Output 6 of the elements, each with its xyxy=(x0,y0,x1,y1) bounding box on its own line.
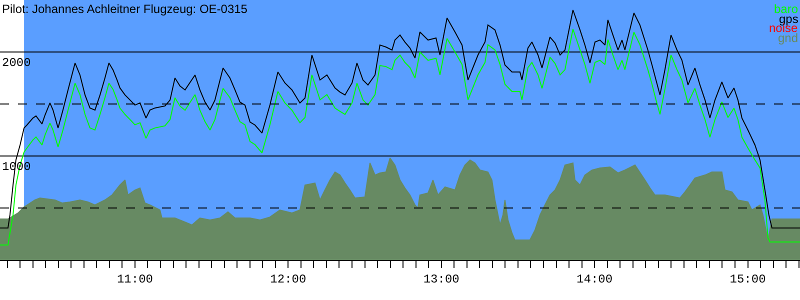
x-tick-label: 12:00 xyxy=(270,272,306,286)
x-tick-label: 15:00 xyxy=(730,272,766,286)
x-tick-label: 13:00 xyxy=(423,272,460,286)
x-tick-label: 14:00 xyxy=(576,272,613,286)
x-tick-label: 11:00 xyxy=(116,272,153,286)
text: gnd xyxy=(778,31,798,45)
